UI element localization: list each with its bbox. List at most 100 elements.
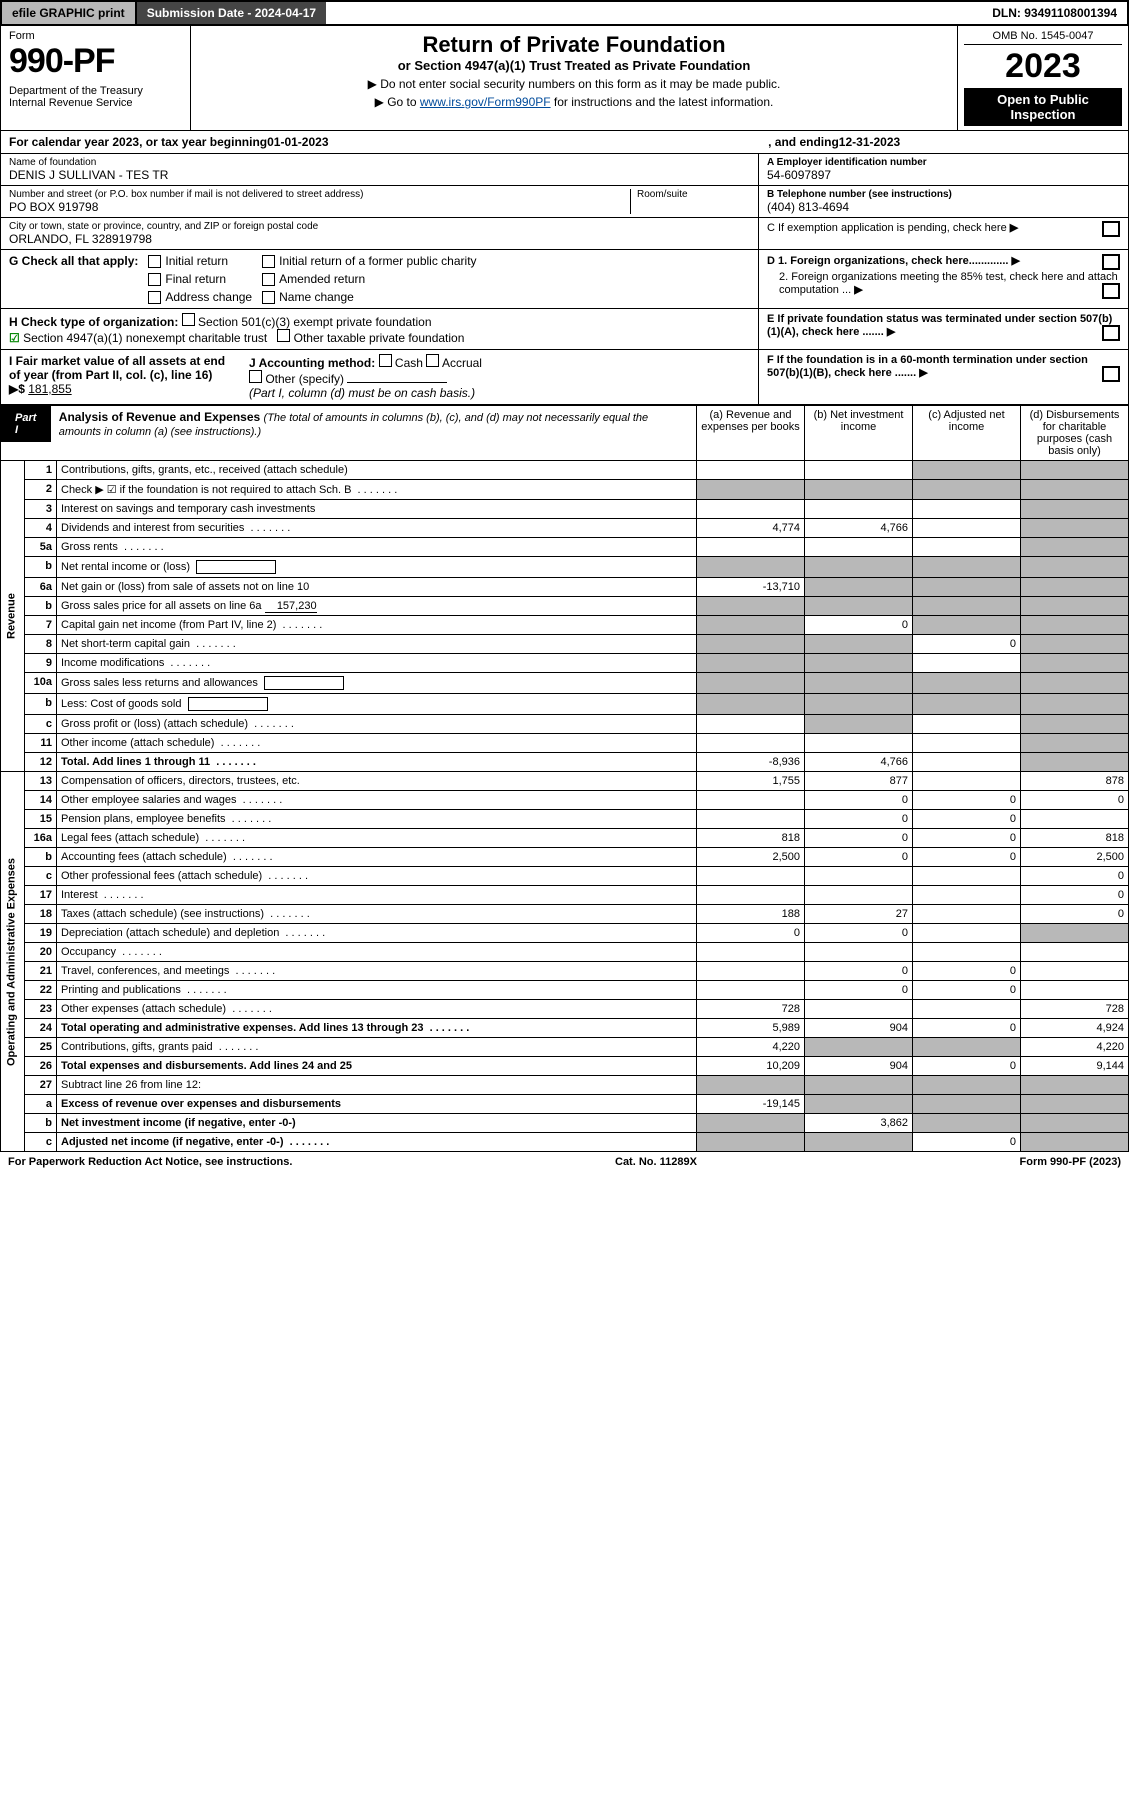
cell: 9,144 <box>1021 1057 1129 1076</box>
row-num: 22 <box>25 981 57 1000</box>
d2-checkbox[interactable] <box>1102 283 1120 299</box>
row-desc: Excess of revenue over expenses and disb… <box>57 1095 697 1114</box>
cell <box>913 734 1021 753</box>
table-row: 14Other employee salaries and wages . . … <box>1 791 1129 810</box>
cal-pre: For calendar year 2023, or tax year begi… <box>9 135 267 149</box>
cell <box>805 461 913 480</box>
efile-print-button[interactable]: efile GRAPHIC print <box>2 2 137 24</box>
dln: DLN: 93491108001394 <box>982 2 1127 24</box>
table-row: 2Check ▶ ☑ if the foundation is not requ… <box>1 480 1129 500</box>
table-row: 21Travel, conferences, and meetings . . … <box>1 962 1129 981</box>
row-num: 10a <box>25 673 57 694</box>
cell: 878 <box>1021 772 1129 791</box>
row-desc: Gross rents . . . . . . . <box>57 538 697 557</box>
row-num: b <box>25 1114 57 1133</box>
cell: 4,220 <box>1021 1038 1129 1057</box>
calendar-year-row: For calendar year 2023, or tax year begi… <box>0 131 1129 154</box>
j-label: J Accounting method: <box>249 356 375 370</box>
cell <box>805 694 913 715</box>
addr-label: Number and street (or P.O. box number if… <box>9 189 630 200</box>
h-label: H Check type of organization: <box>9 315 178 329</box>
row-num: 1 <box>25 461 57 480</box>
cell <box>697 1076 805 1095</box>
submission-date: Submission Date - 2024-04-17 <box>137 2 326 24</box>
cell <box>913 500 1021 519</box>
row-desc: Contributions, gifts, grants, etc., rece… <box>57 461 697 480</box>
table-row: 27Subtract line 26 from line 12: <box>1 1076 1129 1095</box>
cell <box>913 578 1021 597</box>
g-address-checkbox[interactable] <box>148 291 161 304</box>
instr-post: for instructions and the latest informat… <box>551 95 774 109</box>
cell: 0 <box>913 829 1021 848</box>
h-other-checkbox[interactable] <box>277 329 290 342</box>
form-label: Form <box>9 30 182 42</box>
g-initial-checkbox[interactable] <box>148 255 161 268</box>
table-row: 15Pension plans, employee benefits . . .… <box>1 810 1129 829</box>
row-desc: Pension plans, employee benefits . . . .… <box>57 810 697 829</box>
j-other-checkbox[interactable] <box>249 370 262 383</box>
cell: 188 <box>697 905 805 924</box>
j-accrual-checkbox[interactable] <box>426 354 439 367</box>
form-subtitle: or Section 4947(a)(1) Trust Treated as P… <box>199 58 949 73</box>
instr-pre: ▶ Go to <box>375 95 420 109</box>
cell <box>805 480 913 500</box>
row-num: b <box>25 848 57 867</box>
row-desc: Net investment income (if negative, ente… <box>57 1114 697 1133</box>
col-a-header: (a) Revenue and expenses per books <box>697 406 805 461</box>
row-num: 23 <box>25 1000 57 1019</box>
row-desc: Other professional fees (attach schedule… <box>57 867 697 886</box>
g-name-checkbox[interactable] <box>262 291 275 304</box>
row-num: 24 <box>25 1019 57 1038</box>
j-cash-checkbox[interactable] <box>379 354 392 367</box>
cell <box>1021 962 1129 981</box>
col-b-header: (b) Net investment income <box>805 406 913 461</box>
cell <box>697 886 805 905</box>
cell <box>1021 597 1129 616</box>
f-checkbox[interactable] <box>1102 366 1120 382</box>
cell <box>913 654 1021 673</box>
g-initial-former-checkbox[interactable] <box>262 255 275 268</box>
c-label: C If exemption application is pending, c… <box>767 222 1007 234</box>
form-header: Form 990-PF Department of the Treasury I… <box>0 26 1129 131</box>
tel-label: B Telephone number (see instructions) <box>767 189 1120 200</box>
row-num: 17 <box>25 886 57 905</box>
d1-checkbox[interactable] <box>1102 254 1120 270</box>
row-num: 9 <box>25 654 57 673</box>
cell: 0 <box>805 924 913 943</box>
cell: 0 <box>913 791 1021 810</box>
row-desc: Occupancy . . . . . . . <box>57 943 697 962</box>
cell <box>805 1076 913 1095</box>
cell <box>697 480 805 500</box>
cell <box>913 943 1021 962</box>
c-checkbox[interactable] <box>1102 221 1120 237</box>
h-other: Other taxable private foundation <box>294 331 465 345</box>
h-501-checkbox[interactable] <box>182 313 195 326</box>
table-row: bLess: Cost of goods sold <box>1 694 1129 715</box>
g-initial: Initial return <box>165 254 228 268</box>
foundation-city: ORLANDO, FL 328919798 <box>9 232 750 246</box>
g-final-checkbox[interactable] <box>148 273 161 286</box>
row-num: 20 <box>25 943 57 962</box>
e-checkbox[interactable] <box>1102 325 1120 341</box>
foundation-name: DENIS J SULLIVAN - TES TR <box>9 168 750 182</box>
cell: 0 <box>1021 867 1129 886</box>
h-4947-checkbox[interactable]: ☑ <box>9 331 20 345</box>
cell <box>913 905 1021 924</box>
cell: 0 <box>1021 886 1129 905</box>
cell: 27 <box>805 905 913 924</box>
row-num: 25 <box>25 1038 57 1057</box>
cell <box>1021 616 1129 635</box>
topbar: efile GRAPHIC print Submission Date - 20… <box>0 0 1129 26</box>
row-num: a <box>25 1095 57 1114</box>
cell <box>913 772 1021 791</box>
cell <box>805 578 913 597</box>
g-initial-former: Initial return of a former public charit… <box>279 254 476 268</box>
table-row: 9Income modifications . . . . . . . <box>1 654 1129 673</box>
part1-title: Analysis of Revenue and Expenses <box>59 410 260 424</box>
g-amended-checkbox[interactable] <box>262 273 275 286</box>
row-desc: Total expenses and disbursements. Add li… <box>57 1057 697 1076</box>
row-desc: Net gain or (loss) from sale of assets n… <box>57 578 697 597</box>
irs-link[interactable]: www.irs.gov/Form990PF <box>420 95 551 109</box>
cell: -13,710 <box>697 578 805 597</box>
table-row: 4Dividends and interest from securities … <box>1 519 1129 538</box>
